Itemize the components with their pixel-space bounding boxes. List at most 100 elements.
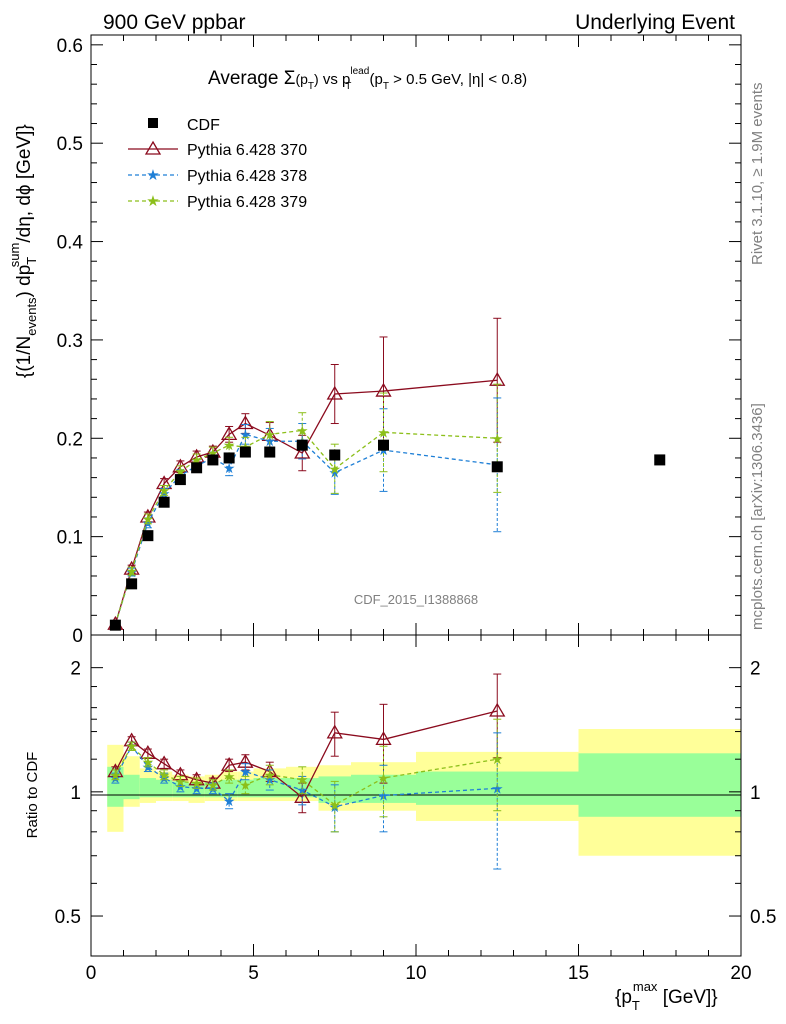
- ratio-y-tick-label-right: 1: [750, 783, 761, 804]
- legend-marker-379: ★: [146, 192, 159, 210]
- ratio-pythia-6-428-378-point: ★: [296, 783, 309, 799]
- main-y-tick-label: 0: [72, 626, 83, 647]
- title-cut-sub: T: [383, 81, 389, 92]
- title-cut-rest: > 0.5 GeV, |η| < 0.8): [389, 71, 527, 88]
- main-plot-area: ★★★★★★★★★★★★★★★★★★★★★★★★★★★★: [107, 317, 666, 633]
- main-cdf-point: [174, 474, 186, 486]
- legend-label-378: Pythia 6.428 378: [187, 168, 307, 185]
- main-cdf-point: [207, 454, 219, 466]
- mcplots-label: mcplots.cern.ch [arXiv:1306.3436]: [749, 403, 766, 630]
- ratio-y-tick-label-left: 1: [70, 783, 81, 804]
- main-y-tick-label: 0.2: [57, 429, 83, 450]
- x-tick-label: 20: [730, 963, 751, 984]
- main-cdf-point: [142, 530, 154, 542]
- legend-entry-379: ★ Pythia 6.428 379: [128, 192, 307, 211]
- main-pythia-6-428-379-point: ★: [158, 483, 171, 499]
- ratio-pythia-6-428-379-point: ★: [190, 776, 203, 792]
- ratio-pythia-6-428-378-line: [114, 745, 498, 808]
- main-cdf-point: [264, 446, 276, 458]
- title-sig-arg: (p: [295, 71, 308, 87]
- legend-entry-378: ★ Pythia 6.428 378: [128, 166, 307, 185]
- main-y-ticks: 0 0.1 0.2 0.3 0.4 0.5 0.6: [57, 36, 741, 647]
- main-cdf-point: [109, 619, 121, 631]
- main-x-ticks: [90, 35, 742, 635]
- ratio-y-tick-label-left: 2: [70, 659, 81, 680]
- legend-entry-370: Pythia 6.428 370: [128, 140, 307, 159]
- legend-label-cdf: CDF: [187, 117, 220, 134]
- ratio-pythia-6-428-370-line: [114, 710, 498, 799]
- main-pythia-6-428-379-point: ★: [296, 423, 309, 439]
- ratio-pythia-6-428-379-point: ★: [328, 798, 341, 814]
- ratio-pythia-6-428-379-point: ★: [158, 768, 171, 784]
- ratio-pythia-6-428-370-point: [155, 755, 173, 770]
- title-vs: vs p: [319, 71, 351, 88]
- ratio-pythia-6-428-370-point: [172, 766, 189, 781]
- ratio-pythia-6-428-379-point: ★: [207, 778, 220, 794]
- ratio-band-green: [578, 753, 741, 817]
- ratio-pythia-6-428-370-point: [375, 731, 392, 746]
- title-lead-sup: lead: [350, 66, 369, 77]
- main-cdf-point: [239, 446, 251, 458]
- ratio-pythia-6-428-379-point: ★: [239, 778, 252, 794]
- main-pythia-6-428-379-point: ★: [377, 425, 390, 441]
- main-y-tick-label: 0.1: [57, 528, 83, 549]
- ratio-pythia-6-428-379-point: ★: [109, 768, 122, 784]
- rivet-label: Rivet 3.1.10, ≥ 1.9M events: [749, 83, 766, 266]
- ratio-pythia-6-428-378-point: ★: [223, 794, 236, 810]
- main-cdf-point: [223, 452, 235, 464]
- x-tick-label: 10: [405, 963, 426, 984]
- ratio-uncertainty-bands: [107, 729, 741, 856]
- x-tick-label: 15: [568, 963, 589, 984]
- main-pythia-6-428-370-point: [375, 382, 392, 397]
- main-pythia-6-428-379-point: ★: [125, 564, 138, 580]
- legend-marker-cdf: [148, 118, 158, 128]
- main-cdf-point: [126, 578, 138, 590]
- main-pythia-6-428-370-point: [237, 415, 254, 430]
- ratio-pythia-6-428-370-point: [326, 724, 343, 739]
- ratio-pythia-6-428-379-point: ★: [125, 739, 138, 755]
- main-panel: 00.10.20.30.40.50.6 ★★★★★ ★★★★★★★★ ★ ★★ ★★★ ★…: [7, 34, 742, 647]
- title-sig-sub: T: [308, 81, 314, 92]
- title-sig-close: ): [314, 71, 319, 87]
- ratio-y-ticks: 0.5 0.5 1 1 2 2: [55, 659, 777, 928]
- ratio-pythia-6-428-379-point: ★: [174, 774, 187, 790]
- ratio-pythia-6-428-379-point: ★: [491, 752, 504, 768]
- legend-marker-378: ★: [146, 166, 159, 184]
- ratio-plot-area: ★★★★★ ★ ★★★★★★★ ★★★★★ ★ ★ ★★★★ ★★★★: [107, 673, 506, 870]
- ratio-ylabel: Ratio to CDF: [24, 752, 41, 839]
- main-pythia-6-428-370-point: [326, 385, 343, 400]
- ratio-pythia-6-428-378-point: ★: [207, 781, 220, 797]
- legend-label-370: Pythia 6.428 370: [187, 142, 307, 159]
- main-cdf-point: [296, 439, 308, 451]
- main-pythia-6-428-370-point: [294, 444, 311, 459]
- ratio-panel: ★★★★★ ★ ★★★★★★★ ★★★★★ ★ ★ ★★★★ ★★★★ 0.5 0.51 12 2 …: [24, 634, 777, 1013]
- ratio-pythia-6-428-379-point: ★: [377, 771, 390, 787]
- main-ylabel: {(1/Nevents) dpTsum/dη, dϕ [GeV]}: [7, 124, 39, 378]
- ratio-pythia-6-428-378-point: ★: [190, 781, 203, 797]
- main-pythia-6-428-370-line: [114, 379, 498, 625]
- ratio-pythia-6-428-379-point: ★: [296, 773, 309, 789]
- main-pythia-6-428-378-point: ★: [328, 466, 341, 482]
- ratio-band-green: [156, 779, 173, 798]
- main-cdf-point: [191, 462, 203, 474]
- main-y-tick-label: 0.5: [57, 134, 83, 155]
- ratio-pythia-6-428-370-point: [204, 774, 222, 789]
- ratio-pythia-6-428-379-point: ★: [223, 769, 236, 785]
- title-cut: (p: [365, 71, 383, 88]
- main-pythia-6-428-379-point: ★: [491, 431, 504, 447]
- main-cdf-point: [491, 461, 503, 473]
- x-tick-label: 0: [86, 963, 97, 984]
- legend-entry-cdf: CDF: [148, 117, 220, 134]
- main-pythia-6-428-378-point: ★: [239, 427, 252, 443]
- header-left: 900 GeV ppbar: [103, 11, 245, 34]
- ratio-pythia-6-428-370-point: [489, 702, 506, 717]
- ratio-band-green: [139, 778, 156, 798]
- main-y-tick-label: 0.4: [57, 233, 84, 254]
- ratio-pythia-6-428-378-point: ★: [109, 771, 122, 787]
- main-pythia-6-428-379-point: ★: [223, 438, 236, 454]
- ratio-pythia-6-428-379-line: [114, 745, 498, 806]
- legend-label-379: Pythia 6.428 379: [187, 194, 307, 211]
- ratio-y-tick-label-right: 0.5: [750, 907, 776, 928]
- ratio-pythia-6-428-370-point: [237, 753, 254, 768]
